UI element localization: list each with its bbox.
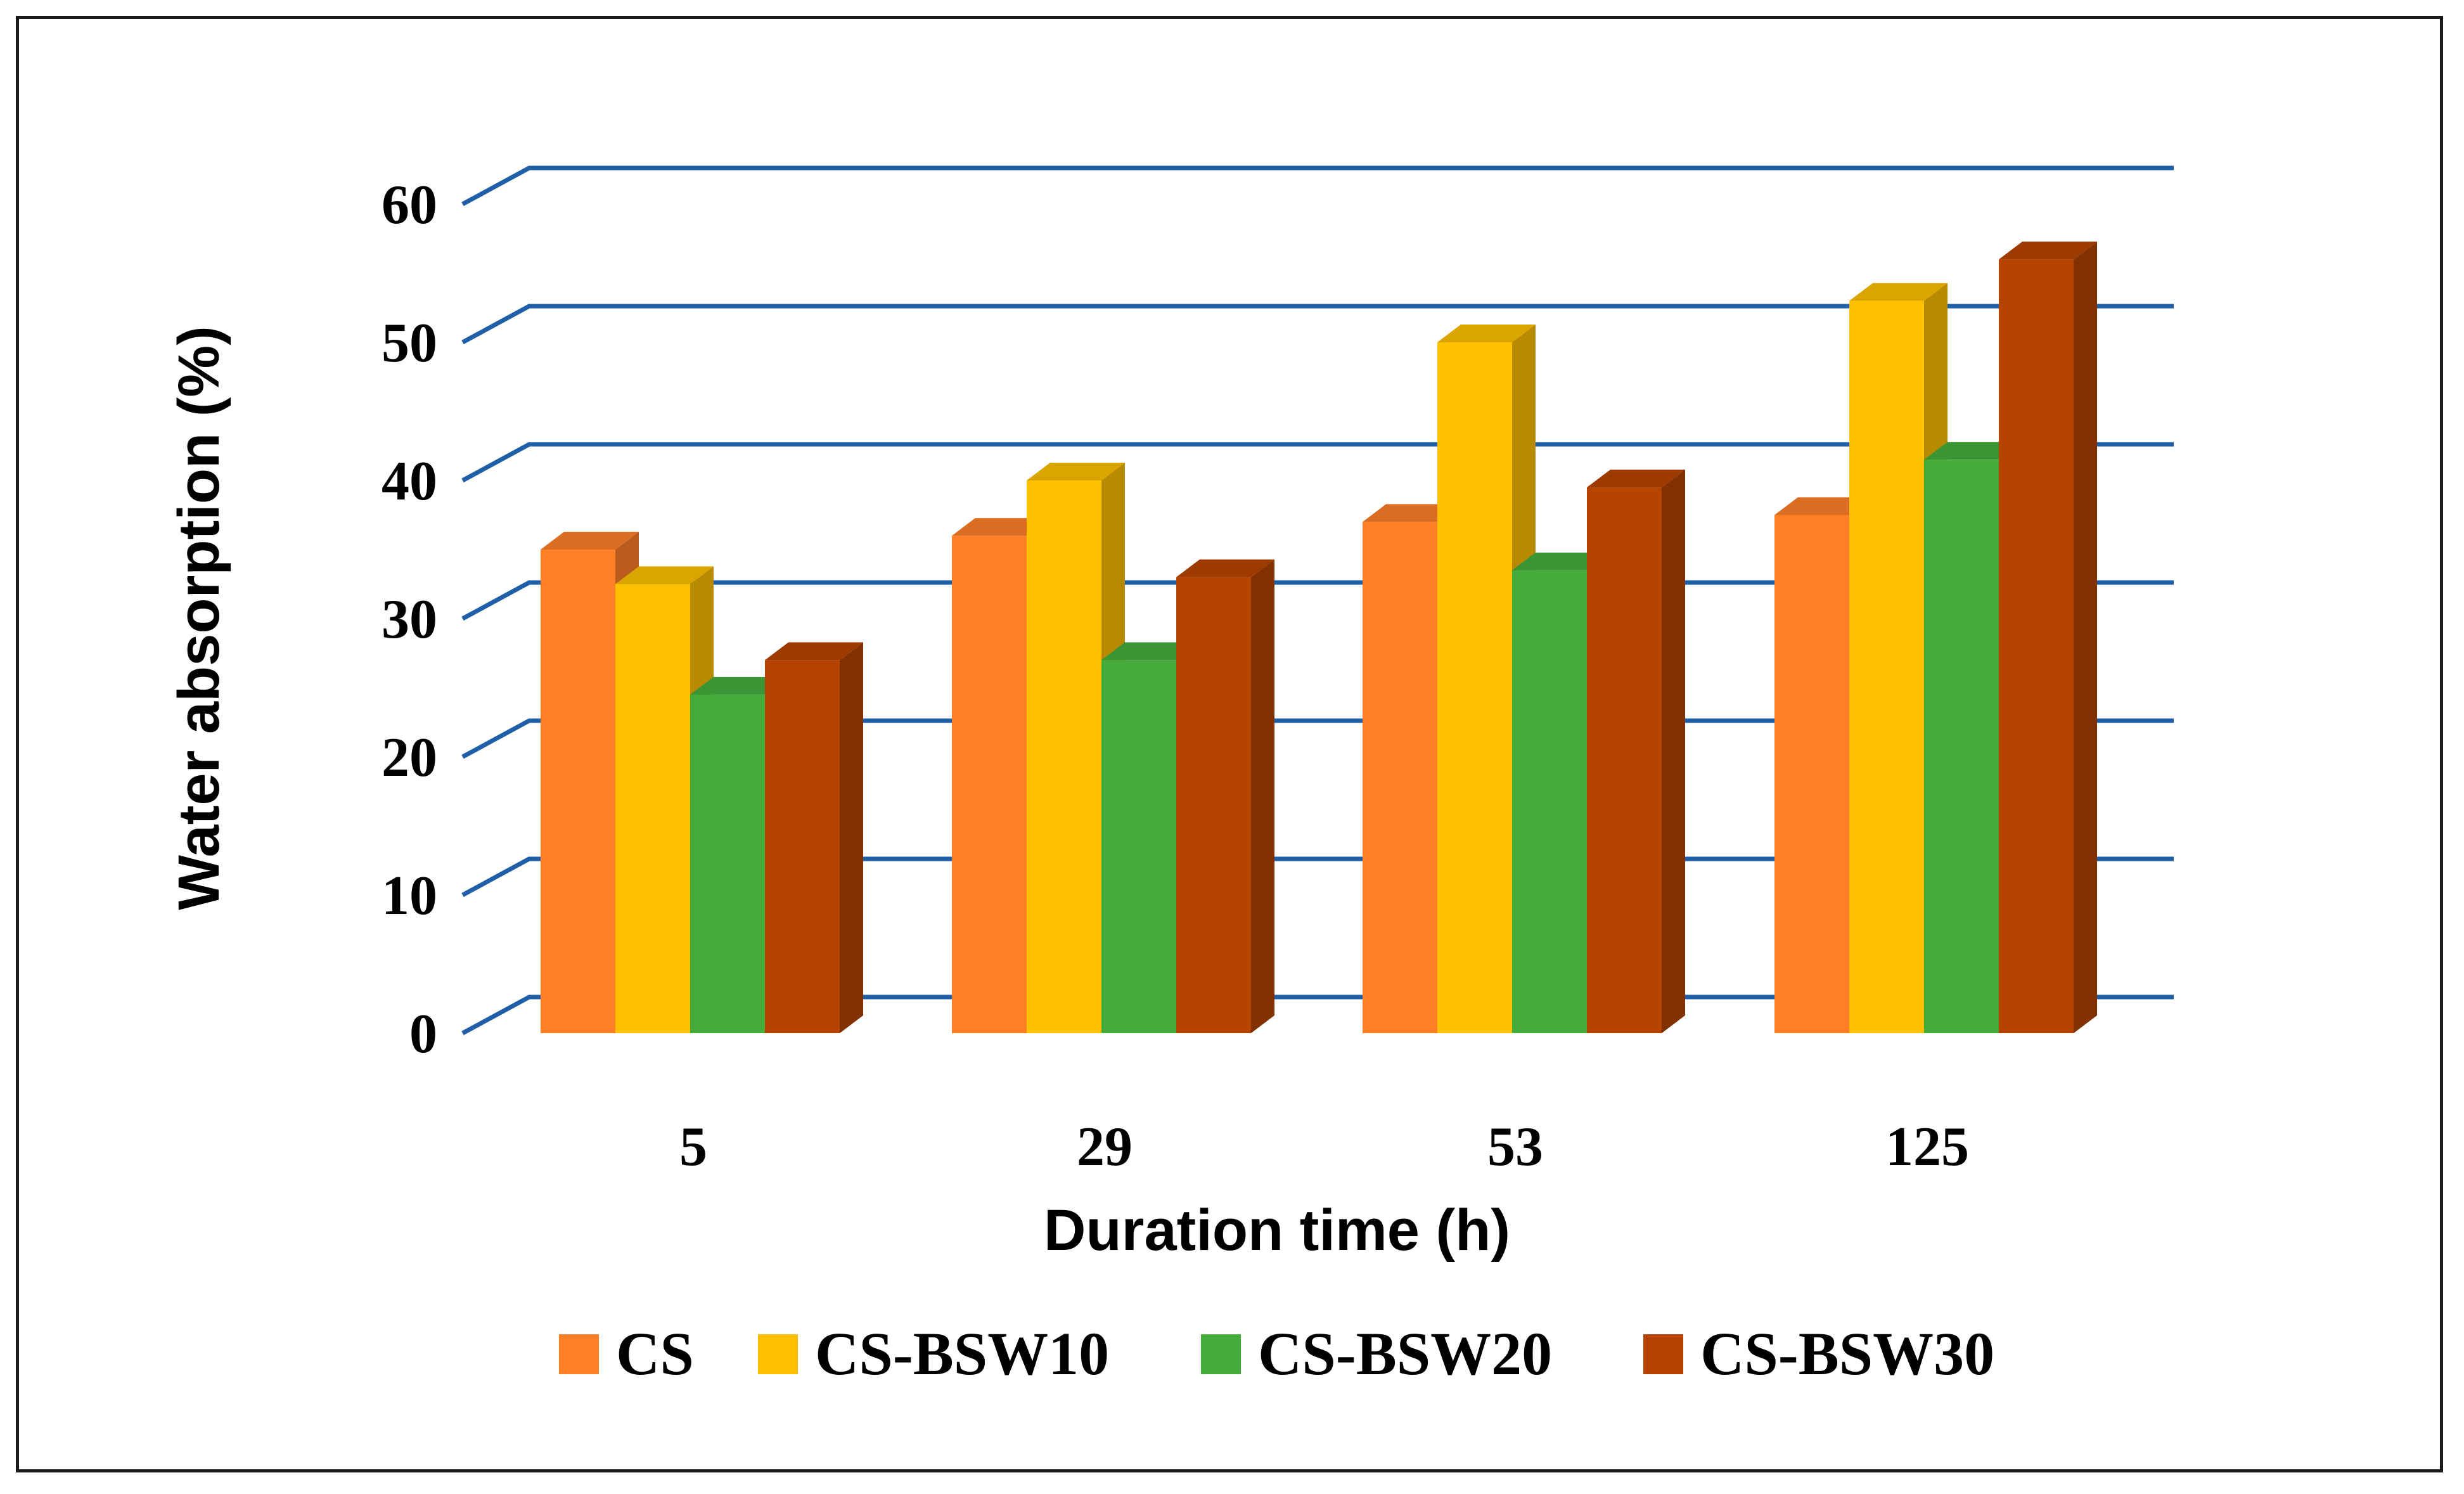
x-tick-label: 29	[1077, 1116, 1133, 1178]
y-axis-title: Water absorption (%)	[167, 326, 231, 910]
bar-top	[1027, 463, 1125, 480]
x-tick-label: 53	[1487, 1116, 1543, 1178]
legend-swatch	[559, 1334, 599, 1374]
x-axis-title: Duration time (h)	[1044, 1198, 1510, 1263]
gridline-60	[461, 165, 2174, 207]
bar-top	[1587, 469, 1685, 487]
bar-front	[1924, 460, 1999, 1033]
bar-front	[1774, 515, 1849, 1033]
bar-top	[1924, 442, 2022, 460]
y-tick-label: 10	[382, 865, 437, 927]
bar-CS-BSW30-29	[1176, 559, 1274, 1033]
bar-front	[765, 660, 840, 1033]
bar-top	[1363, 504, 1461, 522]
bars	[541, 241, 2097, 1034]
legend-swatch	[1643, 1334, 1683, 1374]
legend-label: CS	[616, 1320, 694, 1388]
bar-top	[541, 532, 639, 550]
bar-side	[1251, 559, 1274, 1033]
bar-top	[1774, 497, 1873, 515]
bar-top	[1176, 559, 1274, 577]
gridline-50	[461, 304, 2174, 345]
y-tick-label: 60	[382, 174, 437, 236]
bar-top	[1512, 552, 1610, 570]
bar-front	[1849, 300, 1924, 1034]
y-tick-label: 40	[382, 451, 437, 512]
bar-front	[1999, 259, 2074, 1034]
y-tick-label: 0	[409, 1003, 437, 1065]
bar-front	[615, 584, 690, 1033]
bar-front	[541, 550, 615, 1033]
bar-front	[1176, 577, 1251, 1033]
bar-front	[1101, 660, 1176, 1033]
legend: CS CS-BSW10 CS-BSW20 CS-BSW30	[559, 1320, 1994, 1388]
legend-label: CS-BSW30	[1700, 1320, 1994, 1388]
legend-swatch	[1201, 1334, 1241, 1374]
bar-top	[1849, 283, 1947, 301]
legend-item-CS-BSW30: CS-BSW30	[1643, 1320, 1994, 1388]
legend-label: CS-BSW20	[1258, 1320, 1552, 1388]
bar-front	[690, 694, 765, 1033]
bar-top	[615, 566, 714, 584]
bar-front	[1363, 522, 1437, 1033]
x-axis-ticks: 5 29 53 125	[679, 1116, 1969, 1178]
y-tick-label: 20	[382, 727, 437, 789]
legend-label: CS-BSW10	[815, 1320, 1109, 1388]
bar-front	[1587, 487, 1662, 1033]
legend-item-CS-BSW10: CS-BSW10	[758, 1320, 1109, 1388]
y-tick-label: 30	[382, 589, 437, 650]
bar-top	[765, 642, 863, 660]
bar-top	[952, 518, 1050, 536]
bar-front	[1437, 342, 1512, 1033]
bar-front	[952, 536, 1027, 1033]
bar-top	[1999, 241, 2097, 260]
bar-CS-BSW30-125	[1999, 241, 2097, 1034]
bar-front	[1512, 570, 1587, 1033]
bar-CS-BSW30-5	[765, 642, 863, 1033]
y-tick-label: 50	[382, 312, 437, 374]
legend-item-CS: CS	[559, 1320, 694, 1388]
bar-front	[1027, 480, 1101, 1033]
bar-side	[1662, 469, 1685, 1033]
x-tick-label: 5	[679, 1116, 707, 1178]
bar-top	[1437, 325, 1536, 342]
y-axis-ticks: 0 10 20 30 40 50 60	[382, 174, 437, 1065]
bar-CS-BSW30-53	[1587, 469, 1685, 1033]
x-tick-label: 125	[1885, 1116, 1969, 1178]
bar-side	[840, 642, 863, 1033]
gridline-40	[461, 442, 2174, 483]
legend-swatch	[758, 1334, 798, 1374]
bar-top	[690, 676, 788, 695]
legend-item-CS-BSW20: CS-BSW20	[1201, 1320, 1552, 1388]
bar-side	[2074, 241, 2097, 1034]
bar-top	[1101, 642, 1200, 660]
